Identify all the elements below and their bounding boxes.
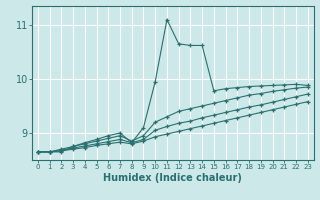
X-axis label: Humidex (Indice chaleur): Humidex (Indice chaleur) [103, 173, 242, 183]
